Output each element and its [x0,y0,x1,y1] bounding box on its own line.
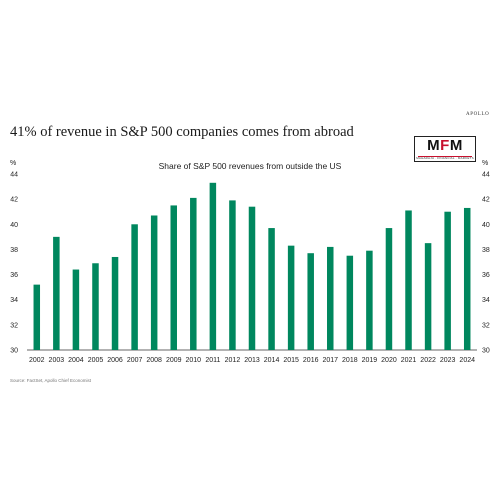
logo-tagline: MAHARAJA · FINANCIAL · MARKETS [416,156,474,160]
x-axis-labels: 2002 2003 2004 2005 2006 2007 2008 2009 2010 2011… [29,357,475,364]
x-tick-label-2002: 2002 [29,357,45,364]
logo-letter-m2: M [449,137,463,154]
x-tick-label-2005: 2005 [88,357,104,364]
bar-2016 [307,253,314,350]
y-axis-labels-left: 30 32 34 36 38 40 42 44% [10,160,18,355]
x-tick-label-2003: 2003 [49,357,65,364]
y-tick-label-left-36: 36 [10,272,18,279]
x-tick-label-2007: 2007 [127,357,143,364]
x-tick-label-2024: 2024 [459,357,475,364]
bar-2012 [229,200,236,350]
y-tick-label-right-44: 44 [482,172,490,179]
y-unit-right: % [482,160,488,167]
x-tick-label-2022: 2022 [420,357,436,364]
bar-2003 [53,236,60,350]
chart-bars [33,182,471,350]
bar-2011 [209,182,217,350]
y-tick-label-right-36: 36 [482,272,490,279]
bar-2015 [287,245,295,350]
source-note: Source: FactSet, Apollo Chief Economist [10,378,92,383]
bar-2007 [131,224,138,350]
x-tick-label-2011: 2011 [205,357,220,364]
bar-2009 [170,205,177,350]
x-tick-label-2019: 2019 [362,357,378,364]
y-tick-label-right-34: 34 [482,297,490,304]
y-tick-label-left-34: 34 [10,297,18,304]
bar-2014 [268,228,275,350]
x-tick-label-2016: 2016 [303,357,319,364]
bar-2006 [111,256,119,350]
bar-2019 [366,250,373,350]
x-tick-label-2017: 2017 [322,357,338,364]
y-tick-label-right-42: 42 [482,197,490,204]
x-tick-label-2010: 2010 [186,357,202,364]
bar-2023 [444,211,451,350]
x-tick-label-2023: 2023 [440,357,456,364]
bar-2021 [405,210,412,350]
bar-2013 [248,206,256,350]
page-title: 41% of revenue in S&P 500 companies come… [10,124,354,140]
y-tick-label-left-44: 44 [10,172,18,179]
x-tick-label-2004: 2004 [68,357,84,364]
bar-2008 [150,215,158,350]
y-unit-left: % [10,160,16,167]
x-tick-label-2018: 2018 [342,357,358,364]
logo-wordmark: MFM [415,137,475,155]
logo-letter-f: F [440,137,450,154]
y-tick-label-right-40: 40 [482,222,490,229]
y-tick-label-right-30: 30 [482,348,490,355]
y-axis-labels-right: 30 32 34 36 38 40 42 44% [482,160,490,355]
bar-2018 [346,255,354,350]
bar-2010 [190,197,197,350]
brand-label: APOLLO [466,112,490,117]
bar-2002 [33,284,41,350]
logo-letter-m1: M [427,137,441,154]
y-tick-label-right-38: 38 [482,247,490,254]
y-tick-label-left-40: 40 [10,222,18,229]
bar-2022 [424,243,432,350]
bar-2024 [463,207,471,350]
x-tick-label-2006: 2006 [107,357,123,364]
x-tick-label-2014: 2014 [264,357,280,364]
x-tick-label-2013: 2013 [244,357,260,364]
mfm-logo: MFM MAHARAJA · FINANCIAL · MARKETS [414,136,476,162]
x-tick-label-2009: 2009 [166,357,182,364]
y-tick-label-left-42: 42 [10,197,18,204]
x-tick-label-2021: 2021 [401,357,417,364]
bar-2020 [385,228,393,350]
y-tick-label-right-32: 32 [482,322,490,329]
y-tick-label-left-30: 30 [10,348,18,355]
bar-2017 [327,246,334,350]
chart-title: Share of S&P 500 revenues from outside t… [158,161,342,171]
y-tick-label-left-32: 32 [10,322,18,329]
bar-2004 [72,269,80,350]
x-tick-label-2015: 2015 [283,357,299,364]
x-tick-label-2012: 2012 [225,357,241,364]
bar-2005 [92,263,99,350]
x-tick-label-2008: 2008 [146,357,162,364]
logo-divider [418,156,472,157]
x-tick-label-2020: 2020 [381,357,397,364]
y-tick-label-left-38: 38 [10,247,18,254]
